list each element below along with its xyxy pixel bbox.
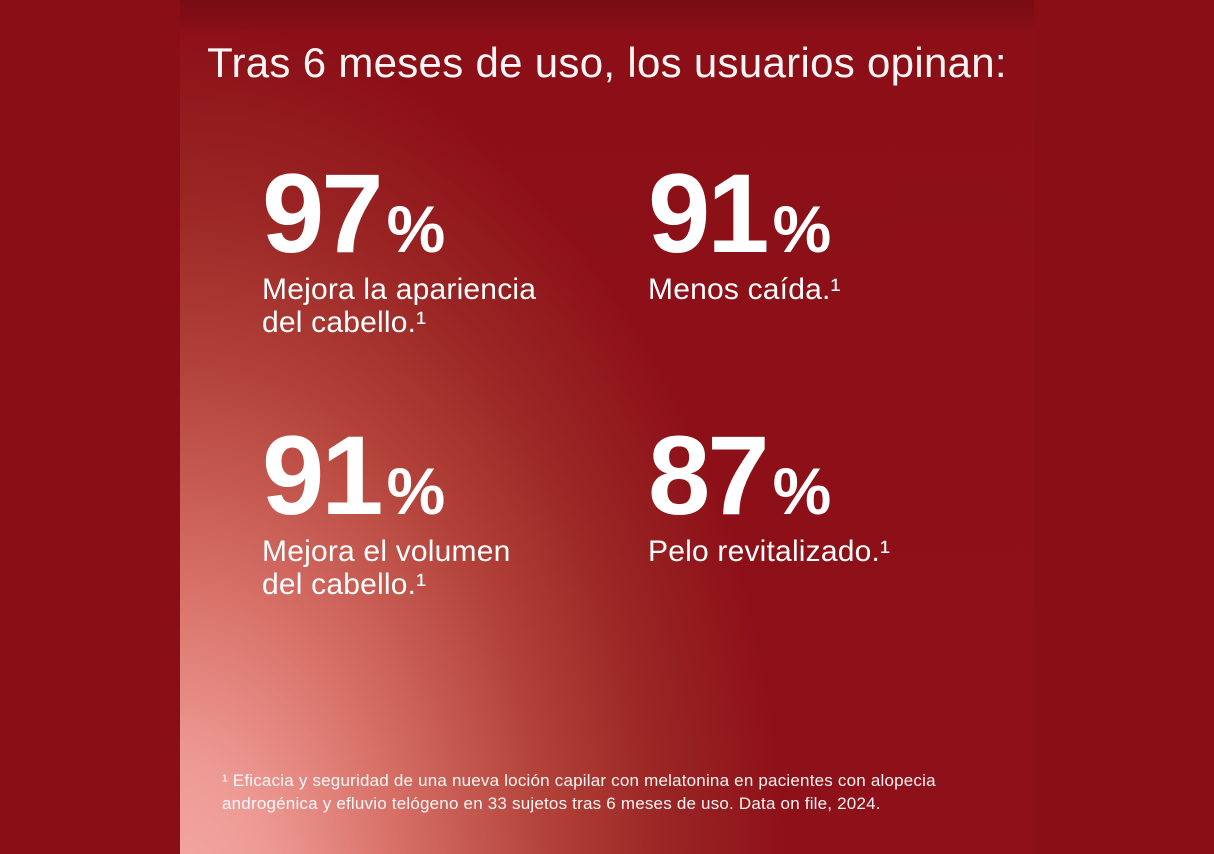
percent-sign: % <box>386 192 446 266</box>
stat-value: 91% <box>648 158 1008 270</box>
percent-sign: % <box>772 454 832 528</box>
stat-block-revitalizado: 87% Pelo revitalizado.¹ <box>648 420 1008 569</box>
stat-label: Menos caída.¹ <box>648 273 1008 306</box>
stat-label: Pelo revitalizado.¹ <box>648 535 1008 568</box>
footnote-line: androgénica y efluvio telógeno en 33 suj… <box>222 793 881 813</box>
footnote-line: ¹ Eficacia y seguridad de una nueva loci… <box>222 771 936 790</box>
stat-label: Mejora la apariencia del cabello.¹ <box>262 273 622 339</box>
ad-content-square: Tras 6 meses de uso, los usuarios opinan… <box>180 0 1034 854</box>
stat-label-line: Pelo revitalizado.¹ <box>648 535 891 568</box>
percent-sign: % <box>772 192 832 266</box>
stat-label-line: Menos caída.¹ <box>648 273 841 306</box>
stat-block-volumen: 91% Mejora el volumen del cabello.¹ <box>262 420 622 602</box>
stat-label: Mejora el volumen del cabello.¹ <box>262 535 622 601</box>
stat-value: 97% <box>262 158 622 270</box>
headline: Tras 6 meses de uso, los usuarios opinan… <box>207 39 1007 86</box>
stat-number-text: 87 <box>648 413 770 538</box>
stat-value: 87% <box>648 420 1008 532</box>
stat-label-line: Mejora la apariencia <box>262 273 537 306</box>
stat-block-apariencia: 97% Mejora la apariencia del cabello.¹ <box>262 158 622 340</box>
stat-label-line: Mejora el volumen <box>262 535 511 568</box>
stat-label-line: del cabello.¹ <box>262 568 427 601</box>
stat-label-line: del cabello.¹ <box>262 306 427 339</box>
stat-number-text: 97 <box>262 151 384 276</box>
stat-number-text: 91 <box>648 151 770 276</box>
percent-sign: % <box>386 454 446 528</box>
stat-block-menos-caida: 91% Menos caída.¹ <box>648 158 1008 307</box>
stat-number-text: 91 <box>262 413 384 538</box>
footnote: ¹ Eficacia y seguridad de una nueva loci… <box>222 770 936 815</box>
stat-value: 91% <box>262 420 622 532</box>
